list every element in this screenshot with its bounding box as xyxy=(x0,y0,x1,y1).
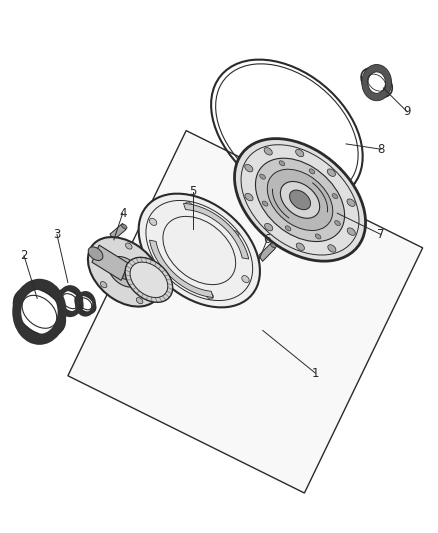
Text: 6: 6 xyxy=(263,233,271,246)
Text: 4: 4 xyxy=(119,207,127,220)
Wedge shape xyxy=(75,291,96,317)
Polygon shape xyxy=(259,243,276,261)
Text: 9: 9 xyxy=(403,106,411,118)
Ellipse shape xyxy=(125,257,173,302)
Ellipse shape xyxy=(267,169,333,230)
Ellipse shape xyxy=(327,169,336,176)
Wedge shape xyxy=(57,285,83,317)
Ellipse shape xyxy=(347,199,355,206)
Text: 1: 1 xyxy=(311,367,319,379)
Wedge shape xyxy=(362,64,392,101)
Ellipse shape xyxy=(260,174,265,179)
Polygon shape xyxy=(92,245,128,280)
Ellipse shape xyxy=(130,262,168,297)
Ellipse shape xyxy=(232,231,239,238)
Text: 3: 3 xyxy=(53,228,60,241)
Ellipse shape xyxy=(100,281,107,288)
Ellipse shape xyxy=(296,243,304,251)
Ellipse shape xyxy=(271,243,276,248)
Ellipse shape xyxy=(328,245,336,252)
Ellipse shape xyxy=(347,228,355,236)
Ellipse shape xyxy=(255,158,345,241)
Ellipse shape xyxy=(265,223,273,231)
Ellipse shape xyxy=(290,190,311,209)
Ellipse shape xyxy=(149,219,157,225)
Text: 2: 2 xyxy=(20,249,28,262)
Ellipse shape xyxy=(280,182,320,218)
Ellipse shape xyxy=(335,221,340,225)
Polygon shape xyxy=(110,223,126,240)
Wedge shape xyxy=(12,279,67,345)
Ellipse shape xyxy=(234,139,366,261)
Ellipse shape xyxy=(279,161,285,166)
Ellipse shape xyxy=(242,276,249,282)
Ellipse shape xyxy=(206,292,213,299)
Ellipse shape xyxy=(285,226,291,231)
Ellipse shape xyxy=(245,193,253,201)
Ellipse shape xyxy=(262,201,268,206)
Ellipse shape xyxy=(315,234,321,239)
Ellipse shape xyxy=(245,164,253,172)
Ellipse shape xyxy=(136,297,143,304)
Ellipse shape xyxy=(88,247,103,261)
Ellipse shape xyxy=(94,248,100,254)
Ellipse shape xyxy=(126,243,132,249)
Ellipse shape xyxy=(117,264,133,280)
Ellipse shape xyxy=(264,148,272,155)
Text: 5: 5 xyxy=(189,185,196,198)
Polygon shape xyxy=(149,240,213,297)
Ellipse shape xyxy=(309,169,315,174)
Ellipse shape xyxy=(296,149,304,157)
Ellipse shape xyxy=(88,237,162,306)
Ellipse shape xyxy=(332,193,338,199)
Polygon shape xyxy=(184,204,249,259)
Ellipse shape xyxy=(185,202,193,209)
Ellipse shape xyxy=(109,256,141,287)
Ellipse shape xyxy=(139,193,260,308)
Ellipse shape xyxy=(152,274,159,280)
Polygon shape xyxy=(68,131,423,493)
Text: 7: 7 xyxy=(377,228,385,241)
Text: 8: 8 xyxy=(378,143,385,156)
Ellipse shape xyxy=(121,224,127,229)
Ellipse shape xyxy=(160,263,167,270)
